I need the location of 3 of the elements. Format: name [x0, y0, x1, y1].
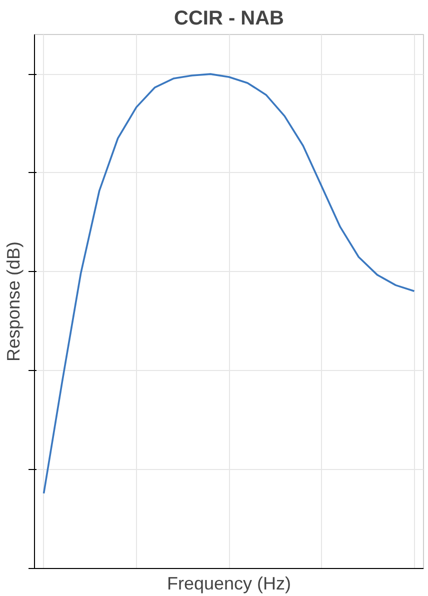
- x-axis-title: Frequency (Hz): [166, 574, 292, 594]
- chart-title: CCIR - NAB: [174, 8, 284, 30]
- y-axis-title: Response (dB): [4, 241, 24, 362]
